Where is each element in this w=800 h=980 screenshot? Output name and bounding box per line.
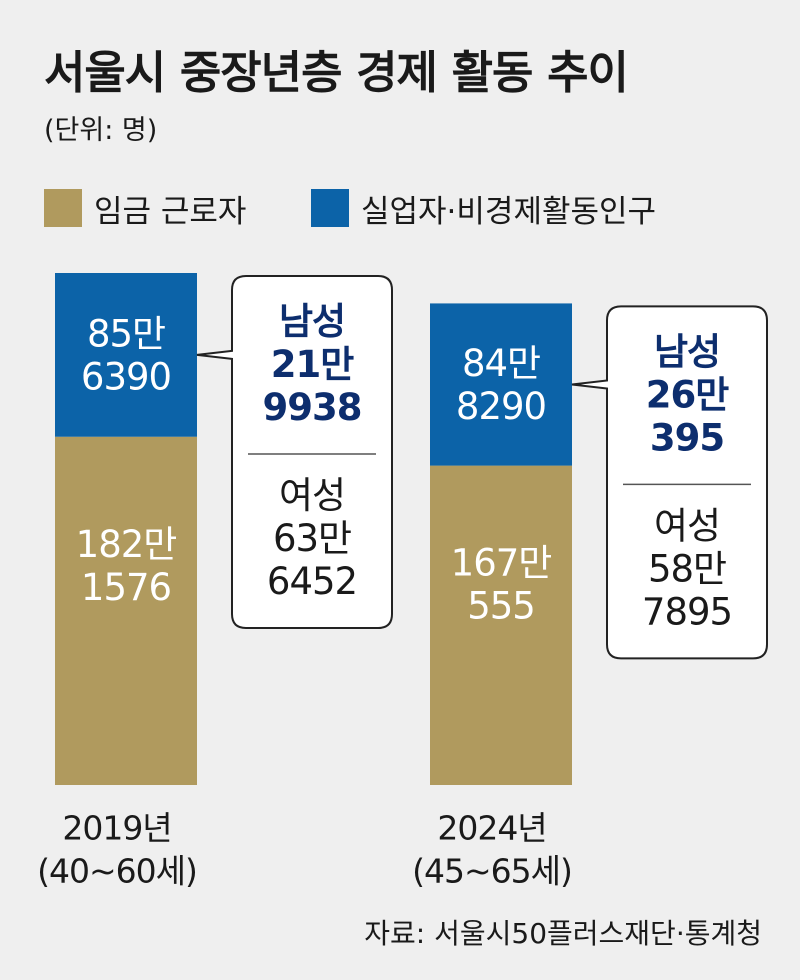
bar-wage-label-1: 167만 555 — [451, 541, 552, 627]
unit-label: (단위: 명) — [44, 115, 158, 146]
category-label-1: 2024년 (45~65세) — [412, 809, 572, 891]
callout-male-0: 남성 21만 9938 — [263, 300, 362, 429]
bar-wage-label-0: 182만 1576 — [76, 523, 177, 609]
bar-inactive-label-1: 84만 8290 — [456, 342, 546, 428]
legend-item-inactive: 실업자·비경제활동인구 — [311, 188, 657, 230]
bar-inactive-label-0: 85만 6390 — [81, 312, 171, 398]
legend-label-wage-workers: 임금 근로자 — [94, 193, 247, 230]
legend-swatch-wage-workers — [44, 189, 82, 227]
callout-box-1 — [571, 305, 768, 660]
legend-swatch-inactive — [311, 189, 349, 227]
bar-inactive-1 — [430, 303, 572, 466]
callout-female-1: 여성 58만 7895 — [642, 504, 732, 633]
bar-wage-1 — [430, 465, 572, 785]
callout-box-0 — [196, 275, 393, 629]
callout-male-1: 남성 26만 395 — [646, 330, 729, 459]
category-label-0: 2019년 (40~60세) — [37, 809, 197, 891]
legend-item-wage-workers: 임금 근로자 — [44, 188, 247, 230]
callout-female-0: 여성 63만 6452 — [267, 474, 357, 603]
bar-wage-0 — [55, 436, 197, 785]
source-note: 자료: 서울시50플러스재단·통계청 — [364, 917, 762, 950]
legend-label-inactive: 실업자·비경제활동인구 — [361, 193, 657, 230]
chart-title: 서울시 중장년층 경제 활동 추이 — [44, 46, 629, 99]
bar-inactive-0 — [55, 273, 197, 437]
